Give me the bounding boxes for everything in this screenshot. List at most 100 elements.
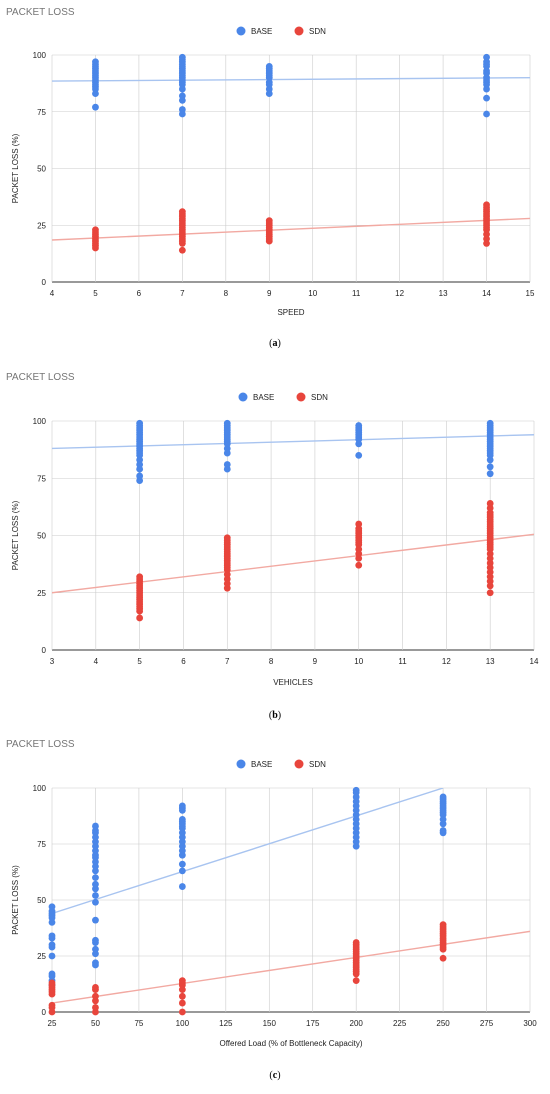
data-point-base	[92, 959, 99, 967]
x-tick-label: 3	[50, 657, 55, 666]
data-point-base	[223, 461, 231, 468]
data-point-sdn	[265, 217, 273, 225]
data-point-base	[136, 419, 144, 427]
data-point-base	[178, 92, 186, 100]
y-tick-label: 100	[33, 417, 47, 426]
series-sdn	[92, 201, 490, 254]
x-axis-title: VEHICLES	[273, 678, 313, 687]
y-tick-label: 25	[37, 221, 46, 230]
data-point-base	[92, 874, 99, 881]
chart-panel-2: PACKET LOSS BASE SDN 0 25 50 75 100 3 4 5 6 7 8 9 10 11 1…	[6, 372, 539, 721]
x-tick-label: 5	[93, 289, 98, 298]
caption-open: (	[269, 710, 273, 721]
caption-label: a	[273, 338, 278, 349]
x-tick-label: 250	[436, 1019, 450, 1028]
trendline-base	[52, 434, 534, 450]
y-tick-label: 100	[33, 51, 47, 60]
chart-panel-1: PACKET LOSS BASE SDN 0 25 50 75 100 4 5 6 7 8 9 10 11 12…	[6, 7, 535, 349]
data-point-base	[178, 867, 186, 875]
x-tick-label: 7	[225, 657, 230, 666]
panel-caption: (c)	[269, 1070, 280, 1081]
legend-label-base: BASE	[253, 393, 274, 402]
panel-caption: (b)	[269, 710, 281, 721]
series-sdn	[48, 921, 447, 1016]
data-point-sdn	[92, 983, 99, 991]
x-tick-label: 13	[486, 657, 495, 666]
x-tick-label: 6	[137, 289, 142, 298]
x-tick-label: 10	[354, 657, 363, 666]
chart-title: PACKET LOSS	[6, 7, 75, 18]
y-tick-label: 50	[37, 165, 46, 174]
x-tick-label: 175	[306, 1019, 320, 1028]
data-point-sdn	[483, 201, 490, 209]
x-tick-label: 200	[350, 1019, 364, 1028]
data-point-base	[486, 419, 494, 427]
legend-marker-sdn	[294, 26, 304, 36]
x-tick-label: 6	[181, 657, 186, 666]
y-axis-title: PACKET LOSS (%)	[11, 865, 20, 935]
data-point-base	[178, 53, 186, 61]
x-tick-label: 100	[176, 1019, 190, 1028]
legend: BASE SDN	[238, 392, 328, 402]
data-point-sdn	[486, 589, 494, 597]
caption-close: )	[278, 710, 281, 721]
data-point-base	[483, 94, 490, 102]
data-point-sdn	[355, 520, 363, 528]
x-tick-label: 5	[137, 657, 142, 666]
data-point-base	[92, 945, 99, 953]
data-point-base	[48, 970, 56, 978]
y-tick-label: 50	[37, 896, 46, 905]
data-point-base	[483, 53, 490, 61]
data-point-base	[483, 110, 490, 118]
legend: BASE SDN	[236, 26, 326, 36]
data-point-sdn	[486, 500, 494, 507]
data-point-sdn	[178, 999, 186, 1007]
data-point-sdn	[178, 977, 186, 985]
y-tick-label: 75	[37, 108, 46, 117]
data-point-base	[92, 880, 99, 888]
caption-label: c	[273, 1070, 278, 1081]
legend-marker-sdn	[296, 392, 306, 402]
x-tick-label: 125	[219, 1019, 233, 1028]
x-tick-label: 4	[50, 289, 55, 298]
data-point-base	[355, 422, 363, 429]
legend-marker-base	[236, 759, 246, 769]
legend-marker-base	[236, 26, 246, 36]
y-tick-label: 0	[42, 278, 47, 287]
x-tick-label: 25	[48, 1019, 57, 1028]
y-tick-label: 75	[37, 840, 46, 849]
x-tick-label: 12	[395, 289, 404, 298]
caption-open: (	[269, 338, 273, 349]
data-point-sdn	[92, 992, 99, 1000]
y-tick-label: 25	[37, 589, 46, 598]
caption-label: b	[272, 710, 278, 721]
y-tick-label: 0	[42, 1008, 47, 1017]
data-point-base	[92, 58, 99, 66]
trendline-base	[52, 77, 530, 82]
x-tick-label: 13	[439, 289, 448, 298]
series-base	[48, 786, 447, 989]
y-axis-title: PACKET LOSS (%)	[11, 133, 20, 203]
x-tick-label: 75	[134, 1019, 143, 1028]
x-axis-title: Offered Load (% of Bottleneck Capacity)	[219, 1039, 362, 1048]
data-point-base	[92, 892, 99, 899]
trendline-sdn	[52, 930, 530, 1004]
x-tick-label: 50	[91, 1019, 100, 1028]
data-point-base	[92, 898, 99, 906]
data-point-base	[355, 451, 363, 459]
y-tick-label: 50	[37, 532, 46, 541]
data-point-sdn	[136, 614, 144, 622]
data-point-sdn	[223, 534, 231, 542]
data-point-base	[48, 952, 56, 960]
data-point-base	[486, 463, 494, 471]
y-tick-label: 75	[37, 474, 46, 483]
data-point-base	[178, 883, 186, 890]
y-tick-label: 0	[42, 646, 47, 655]
data-point-base	[223, 419, 231, 427]
data-point-sdn	[92, 1004, 99, 1011]
x-tick-label: 9	[313, 657, 318, 666]
data-point-base	[48, 941, 56, 949]
y-axis-title: PACKET LOSS (%)	[11, 500, 20, 570]
data-point-sdn	[136, 573, 144, 581]
